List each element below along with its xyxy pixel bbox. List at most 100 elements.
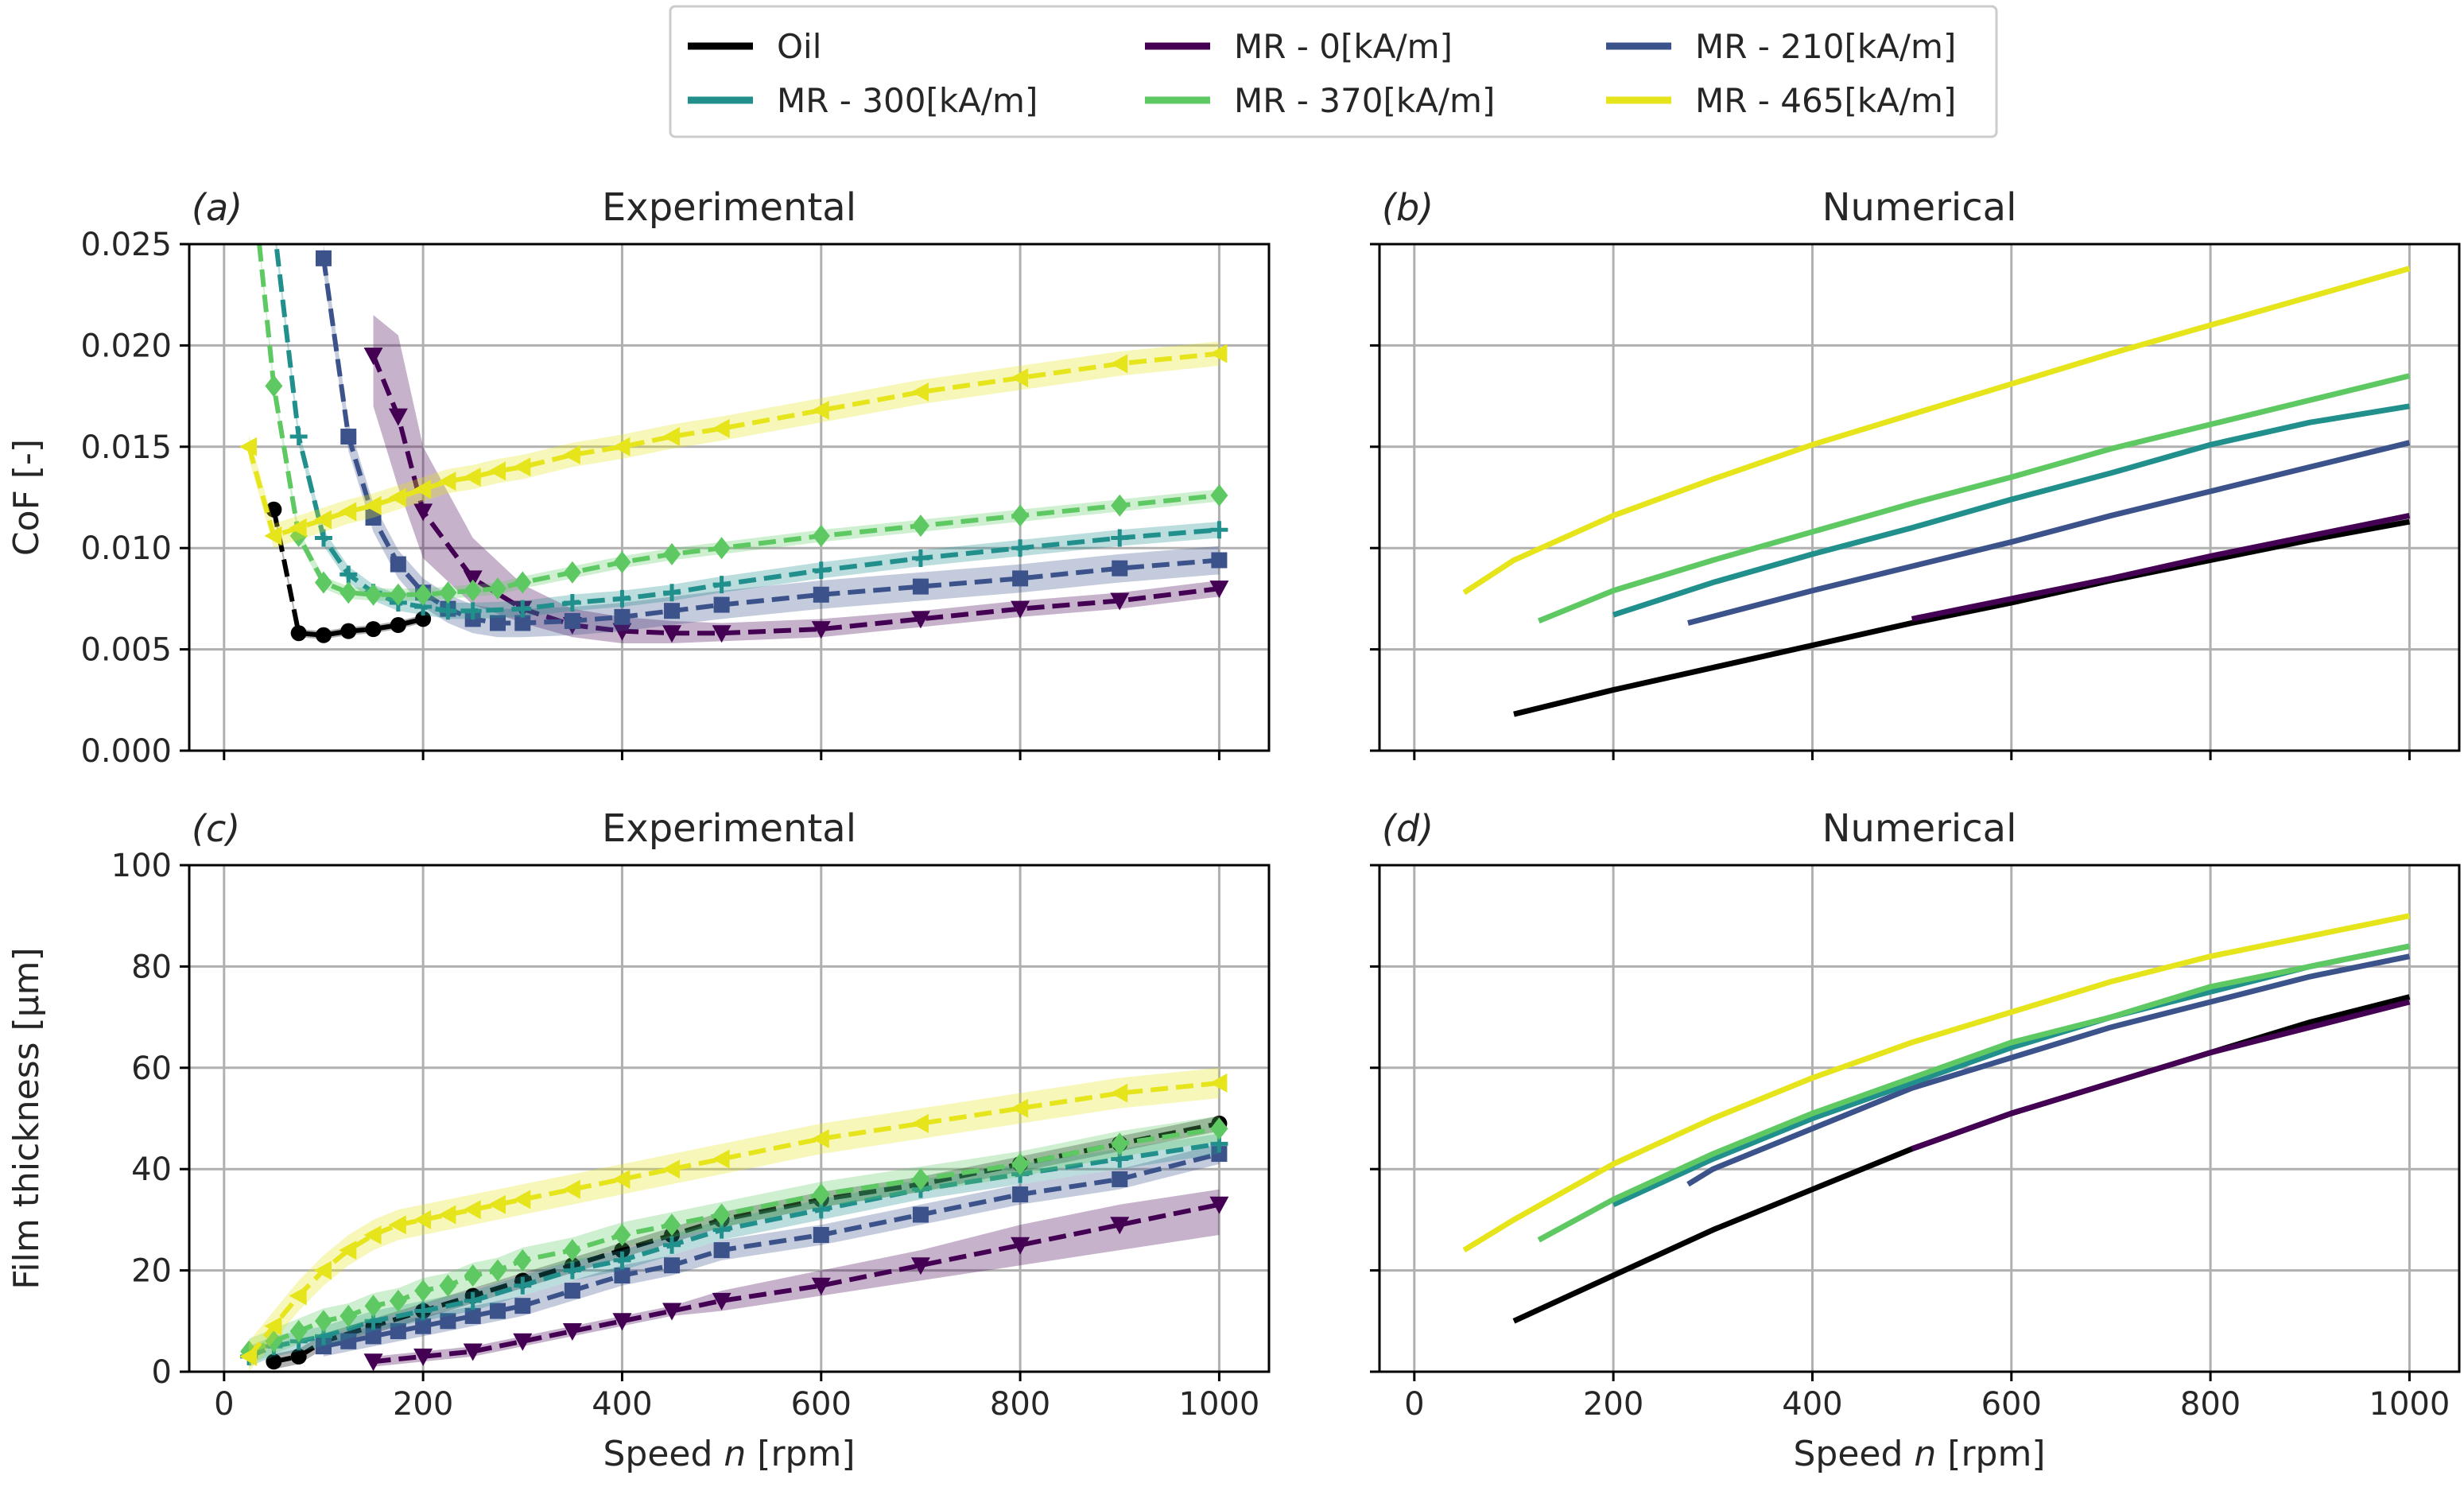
data-point-mr210	[390, 1323, 406, 1340]
data-point-mr465	[388, 487, 406, 507]
data-point-mr300	[663, 1236, 681, 1254]
data-point-mr465	[1110, 1083, 1128, 1103]
data-point-mr0	[910, 611, 930, 629]
data-point-mr210	[514, 1298, 531, 1314]
data-point-oil	[415, 611, 432, 627]
series-mr465	[239, 1067, 1228, 1372]
data-point-mr465	[289, 1286, 307, 1306]
data-point-mr210	[664, 603, 681, 619]
data-point-mr370	[514, 1248, 532, 1272]
series-oil	[1513, 518, 2411, 717]
data-point-mr210	[614, 1267, 631, 1283]
data-point-mr465	[811, 1128, 829, 1148]
data-point-mr210	[415, 1318, 432, 1334]
series-mr300	[1612, 403, 2410, 618]
series-line-mr0	[1911, 999, 2411, 1152]
data-point-mr370	[340, 581, 358, 604]
data-point-mr0	[910, 1257, 930, 1276]
data-point-mr300	[414, 1302, 433, 1320]
data-point-mr465	[438, 472, 456, 491]
y-axis-label: CoF [-]	[6, 439, 47, 556]
x-tick-label: 1000	[2369, 1386, 2450, 1423]
data-point-mr370	[489, 1259, 506, 1282]
uncertainty-band-mr465	[249, 341, 1220, 549]
series-mr465	[1462, 266, 2411, 596]
data-point-mr370	[514, 571, 532, 594]
data-point-mr465	[264, 1316, 282, 1336]
series-mr210	[315, 1143, 1228, 1357]
data-point-mr465	[239, 1346, 258, 1366]
data-point-mr465	[662, 1159, 681, 1179]
data-point-mr465	[513, 1190, 531, 1209]
series-mr465	[1462, 913, 2411, 1253]
legend-label-mr300: MR - 300[kA/m]	[777, 81, 1038, 120]
data-point-mr370	[364, 1295, 382, 1318]
data-point-mr300	[812, 561, 830, 580]
series-mr300	[274, 244, 1228, 620]
data-point-mr210	[365, 509, 382, 526]
x-tick-label: 600	[1981, 1386, 2042, 1423]
uncertainty-band-mr210	[323, 1143, 1220, 1357]
series-line-mr465	[1462, 266, 2411, 596]
data-point-mr0	[1110, 592, 1130, 611]
legend-item-mr210: MR - 210[kA/m]	[1606, 27, 1956, 66]
data-point-mr465	[413, 480, 432, 499]
data-point-oil	[365, 621, 382, 638]
chart-title: Numerical	[1822, 185, 2017, 230]
data-point-mr300	[314, 529, 332, 547]
data-point-mr465	[612, 437, 631, 456]
data-point-mr465	[339, 1241, 357, 1260]
axes-frame	[1378, 243, 2461, 752]
y-tick-label: 0.025	[80, 227, 172, 263]
legend-item-oil: Oil	[688, 27, 821, 66]
uncertainty-band-mr0	[373, 1189, 1220, 1367]
data-point-mr0	[1209, 580, 1229, 599]
axes-frame	[1378, 864, 2461, 1373]
data-point-oil	[266, 501, 282, 518]
data-point-mr300	[464, 602, 482, 620]
data-point-mr370	[414, 583, 433, 606]
plot-area	[1462, 913, 2411, 1324]
axes-frame	[188, 243, 1271, 752]
series-mr465	[239, 341, 1228, 549]
data-point-mr300	[613, 589, 631, 608]
y-tick-label: 0.015	[80, 429, 172, 466]
series-mr370	[1537, 373, 2411, 624]
uncertainty-band-oil	[274, 1116, 1220, 1369]
data-point-mr0	[712, 1292, 731, 1310]
data-point-mr370	[364, 583, 382, 606]
data-point-mr0	[712, 625, 731, 643]
data-point-mr465	[438, 1205, 456, 1225]
data-point-mr370	[289, 1320, 308, 1343]
series-mr0	[363, 315, 1229, 643]
x-tick-label: 400	[1782, 1386, 1842, 1423]
data-point-mr0	[811, 621, 831, 639]
data-point-mr465	[463, 1200, 481, 1220]
data-point-mr300	[514, 1276, 532, 1295]
data-point-mr465	[1011, 368, 1029, 388]
uncertainty-band-oil	[274, 505, 424, 639]
data-point-mr210	[912, 1206, 929, 1223]
y-tick-label: 0.010	[80, 530, 172, 567]
data-point-mr370	[340, 1304, 358, 1327]
data-point-mr210	[713, 1242, 730, 1259]
data-point-mr210	[490, 615, 506, 631]
data-point-mr370	[613, 551, 631, 574]
data-point-mr370	[439, 1274, 457, 1297]
data-point-mr210	[614, 608, 631, 625]
data-point-mr370	[1111, 494, 1129, 517]
x-tick-label: 200	[1583, 1386, 1643, 1423]
data-point-mr465	[910, 1113, 929, 1133]
data-point-mr300	[712, 576, 731, 594]
data-point-mr210	[390, 556, 406, 573]
data-point-mr210	[1211, 1146, 1228, 1163]
y-tick-label: 0.005	[80, 632, 172, 669]
data-point-mr210	[664, 1257, 681, 1274]
data-point-mr370	[314, 1310, 332, 1333]
series-mr370	[240, 1116, 1228, 1365]
series-line-mr210	[1687, 440, 2411, 626]
data-point-mr0	[662, 625, 682, 643]
data-point-mr465	[388, 1215, 406, 1235]
data-point-mr465	[239, 437, 258, 456]
